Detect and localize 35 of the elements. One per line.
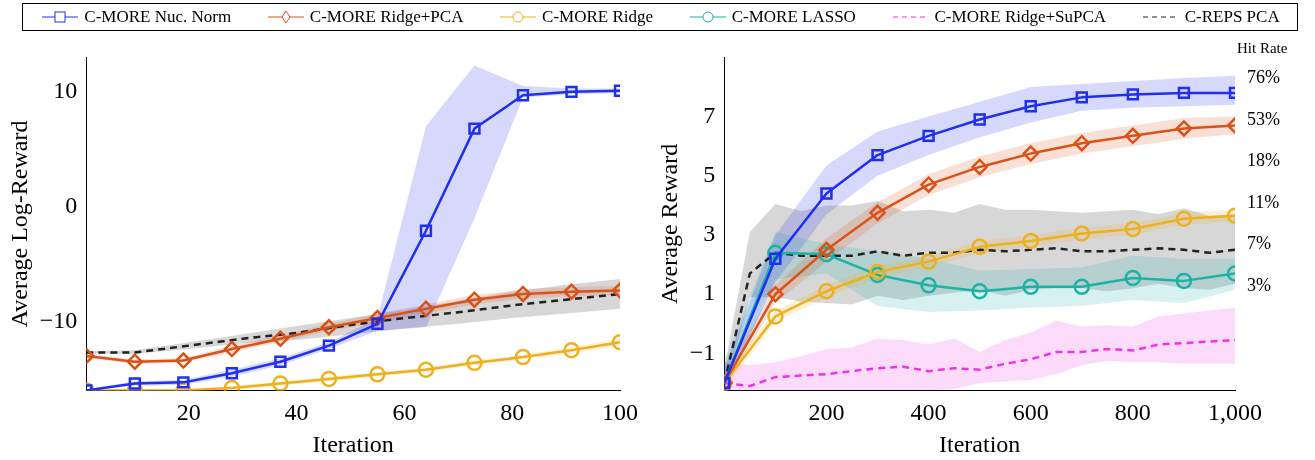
- text: 53%: [1247, 108, 1280, 129]
- legend-label: C-MORE Ridge+SuPCA: [934, 7, 1107, 27]
- legend-label: C-MORE Nuc. Norm: [84, 7, 232, 27]
- y-tick-label: 0: [65, 191, 78, 218]
- text: 18%: [1247, 150, 1280, 171]
- x-tick-label: 60: [392, 399, 417, 426]
- text: 11%: [1247, 191, 1280, 212]
- x-tick-label: 200: [808, 399, 845, 426]
- y-tick-label: 3: [703, 220, 716, 247]
- legend-label: C-REPS PCA: [1184, 7, 1280, 27]
- x-tick-label: 1,000: [1208, 399, 1262, 426]
- legend-label: C-MORE LASSO: [731, 7, 856, 27]
- text: 7%: [1247, 233, 1271, 254]
- x-tick-label: 20: [176, 399, 201, 426]
- legend-label: C-MORE Ridge+PCA: [309, 7, 464, 27]
- x-axis-title: Iteration: [312, 430, 394, 457]
- x-axis-title: Iteration: [939, 430, 1021, 457]
- y-axis-title: Average Log-Reward: [5, 120, 32, 328]
- x-tick-label: 80: [500, 399, 525, 426]
- y-tick-label: 10: [53, 77, 78, 104]
- y-tick-label: −10: [39, 306, 78, 333]
- y-axis-title: Average Reward: [655, 143, 682, 304]
- y-tick-label: −1: [689, 338, 716, 365]
- x-tick-label: 800: [1114, 399, 1151, 426]
- y-tick-label: 7: [703, 101, 716, 128]
- text: Hit Rate: [1237, 40, 1288, 57]
- y-tick-label: 5: [703, 161, 716, 188]
- text: 76%: [1247, 66, 1280, 87]
- x-tick-label: 600: [1012, 399, 1049, 426]
- x-tick-label: 40: [284, 399, 309, 426]
- y-tick-label: 1: [703, 279, 716, 306]
- legend-label: C-MORE Ridge: [542, 7, 654, 27]
- text: 3%: [1247, 275, 1271, 296]
- x-tick-label: 400: [910, 399, 947, 426]
- x-tick-label: 100: [602, 399, 638, 426]
